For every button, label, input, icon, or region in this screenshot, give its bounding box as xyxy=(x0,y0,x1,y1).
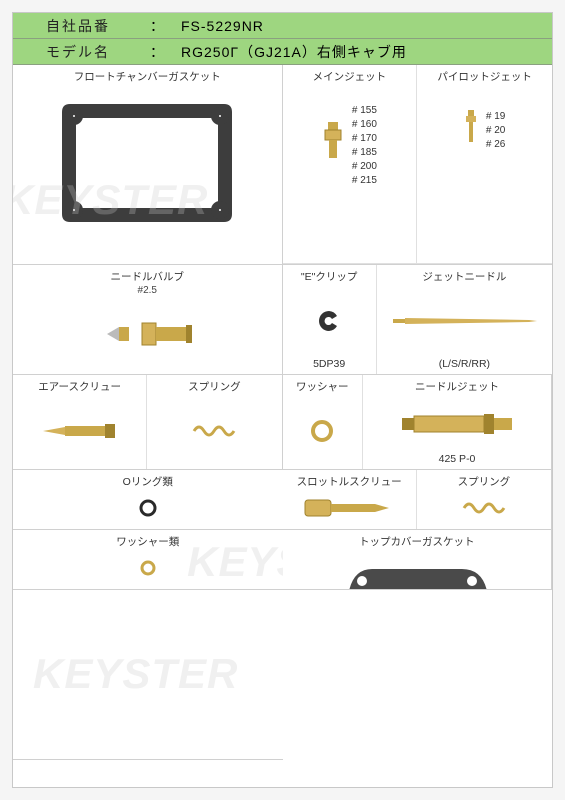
throttle-screw-icon xyxy=(299,494,399,522)
parts-grid: フロートチャンバーガスケット KEYSTER メインジェット xyxy=(13,65,552,787)
cell-empty: KEYSTER xyxy=(13,590,283,760)
subcell-needle-jet: ニードルジェット 425 P-0 xyxy=(363,375,551,469)
top-gasket-icon xyxy=(332,551,502,590)
washer-icon xyxy=(310,419,334,443)
cell-jets-needle: メインジェット # 155 # 160 # 170 # xyxy=(283,65,553,265)
header-colon: ： xyxy=(143,13,171,38)
main-jet-icon xyxy=(322,120,344,162)
header-part-label: 自社品番 xyxy=(13,13,143,38)
label-spring-1: スプリング xyxy=(188,379,241,394)
header-colon: ： xyxy=(143,39,171,64)
label-needle-valve: ニードルバルブ #2.5 xyxy=(111,269,185,296)
subcell-eclip: "E"クリップ 5DP39 xyxy=(283,265,377,374)
jet-needle-icon xyxy=(389,311,539,331)
needle-jet-icon xyxy=(392,408,522,440)
cell-eclip-needle: "E"クリップ 5DP39 ジェットニードル xyxy=(283,265,553,375)
cell-washer-needlejet: ワッシャー ニードルジェット xyxy=(283,375,553,470)
label-eclip: "E"クリップ xyxy=(301,269,357,284)
oring-icon xyxy=(138,498,158,518)
subcell-spring-1: スプリング xyxy=(147,375,281,469)
label-spring-2: スプリング xyxy=(458,474,511,489)
cell-washer-misc: ワッシャー類 KEYSTER xyxy=(13,530,283,590)
parts-sheet: 自社品番 ： FS-5229NR モデル名 ： RG250Γ（GJ21A）右側キ… xyxy=(12,12,553,788)
pilot-jet-sizes: # 19 # 20 # 26 xyxy=(486,110,505,152)
label-air-screw: エアースクリュー xyxy=(38,379,121,394)
label-jet-needle: ジェットニードル xyxy=(422,269,506,284)
needle-code: 5DP39 xyxy=(313,358,345,370)
needle-jet-code: 425 P-0 xyxy=(439,453,476,465)
label-throttle-screw: スロットルスクリュー xyxy=(297,474,402,489)
cell-top-gasket: トップカバーガスケット xyxy=(283,530,553,590)
watermark: KEYSTER xyxy=(33,650,238,698)
float-gasket-image xyxy=(52,94,242,232)
subcell-spring-2: スプリング xyxy=(417,470,551,529)
label-pilot-jet: パイロットジェット xyxy=(437,69,532,84)
spring-icon xyxy=(189,421,239,441)
header-part-value: FS-5229NR xyxy=(171,13,552,38)
air-screw-icon xyxy=(35,419,125,443)
cell-throttle-spring: スロットルスクリュー スプリング xyxy=(283,470,553,530)
subcell-throttle-screw: スロットルスクリュー xyxy=(283,470,417,529)
label-washer: ワッシャー xyxy=(296,379,349,394)
label-main-jet: メインジェット xyxy=(313,69,387,84)
label-needle-jet: ニードルジェット xyxy=(415,379,499,394)
subcell-jet-needle: ジェットニードル (L/S/R/RR) xyxy=(377,265,552,374)
needle-valve-image xyxy=(17,298,278,370)
needle-spec: (L/S/R/RR) xyxy=(439,358,490,370)
subcell-air-screw: エアースクリュー xyxy=(13,375,147,469)
label-float-gasket: フロートチャンバーガスケット xyxy=(74,69,221,84)
subcell-main-jet: メインジェット # 155 # 160 # 170 # xyxy=(283,65,418,263)
cell-airscrew-spring: エアースクリュー スプリング xyxy=(13,375,283,470)
cell-float-gasket: フロートチャンバーガスケット KEYSTER xyxy=(13,65,283,265)
header-model-value: RG250Γ（GJ21A）右側キャブ用 xyxy=(171,39,552,64)
washer-misc-icon xyxy=(139,559,157,577)
label-top-gasket: トップカバーガスケット xyxy=(359,534,475,549)
spring-icon-2 xyxy=(459,498,509,518)
cell-oring: Oリング類 xyxy=(13,470,283,530)
header-part-row: 自社品番 ： FS-5229NR xyxy=(13,13,552,39)
label-oring: Oリング類 xyxy=(123,474,173,489)
pilot-jet-icon xyxy=(464,108,478,144)
eclip-icon xyxy=(316,308,342,334)
subcell-washer: ワッシャー xyxy=(283,375,364,469)
header-model-row: モデル名 ： RG250Γ（GJ21A）右側キャブ用 xyxy=(13,39,552,65)
header-model-label: モデル名 xyxy=(13,39,143,64)
main-jet-sizes: # 155 # 160 # 170 # 185 # 200 # 215 xyxy=(352,104,377,188)
cell-needle-valve: ニードルバルブ #2.5 xyxy=(13,265,283,375)
label-washer-misc: ワッシャー類 xyxy=(116,534,179,549)
subcell-pilot-jet: パイロットジェット # 19 # 20 # 26 xyxy=(417,65,552,263)
